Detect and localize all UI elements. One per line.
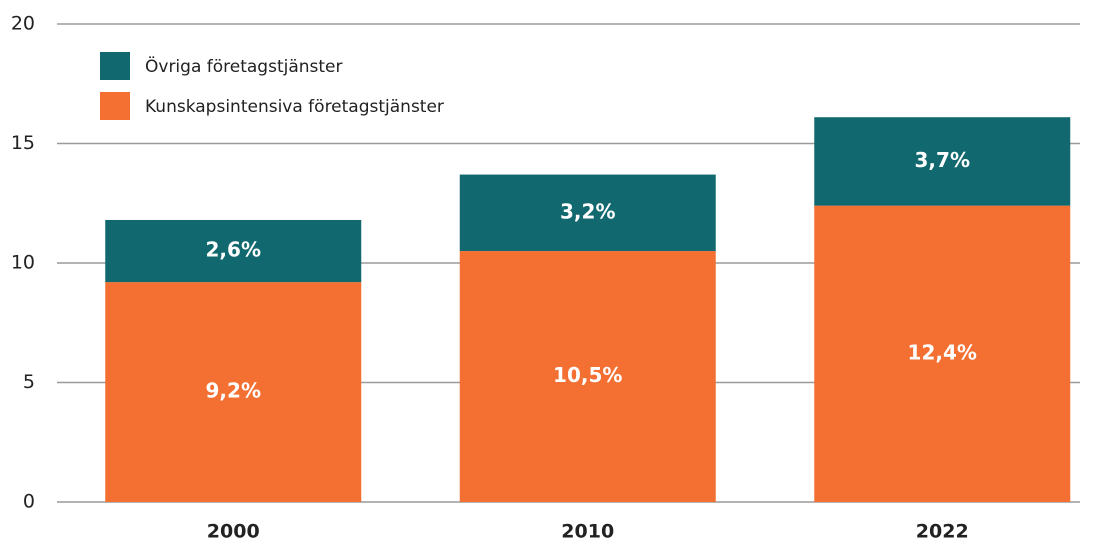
data-label: 2,6% <box>206 238 261 262</box>
legend-swatch <box>100 92 130 120</box>
bar-segment <box>105 219 362 283</box>
data-label: 9,2% <box>206 379 261 403</box>
x-tick-label: 2022 <box>916 521 969 541</box>
legend-swatch <box>100 52 130 80</box>
bar-segment <box>814 117 1071 206</box>
y-tick-label: 0 <box>23 491 35 513</box>
y-tick-label: 10 <box>11 252 35 274</box>
legend-label: Övriga företagstjänster <box>145 55 343 77</box>
x-tick-label: 2000 <box>207 521 260 541</box>
data-label: 3,2% <box>560 199 615 223</box>
x-tick-label: 2010 <box>561 521 614 541</box>
legend-label: Kunskapsintensiva företagstjänster <box>145 97 444 117</box>
data-label: 10,5% <box>553 363 622 387</box>
data-label: 3,7% <box>915 148 970 172</box>
bar-segment <box>105 282 362 502</box>
data-label: 12,4% <box>908 340 977 364</box>
y-tick-label: 20 <box>11 13 35 35</box>
bar-segment <box>814 205 1071 502</box>
bar-segment <box>459 174 716 252</box>
y-tick-label: 15 <box>11 132 35 154</box>
bar-segment <box>459 251 716 502</box>
y-tick-label: 5 <box>23 371 35 393</box>
